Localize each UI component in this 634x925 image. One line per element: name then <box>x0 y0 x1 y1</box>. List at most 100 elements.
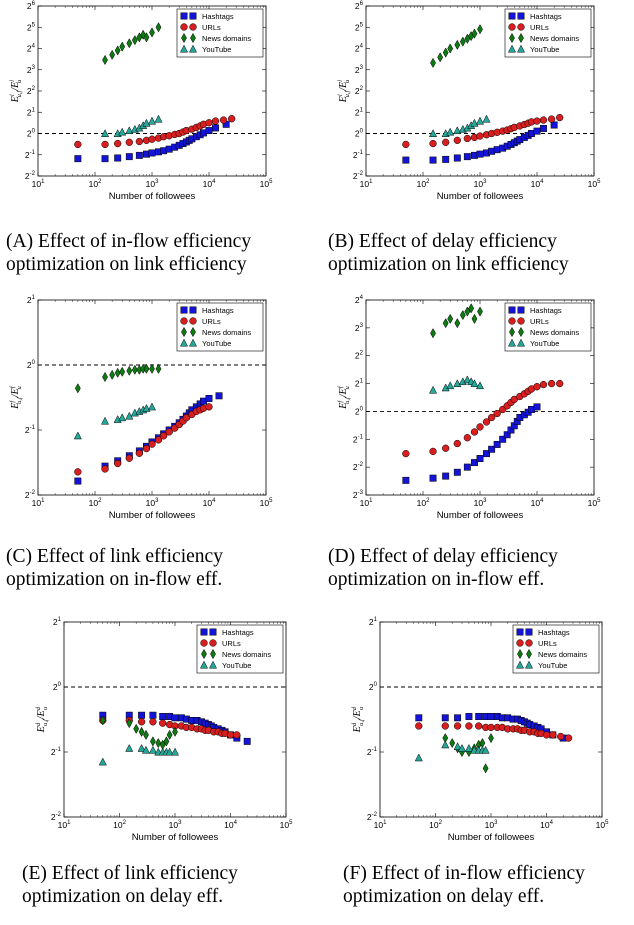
point-youtube-e-0 <box>98 757 107 766</box>
point-news-domains-b-3 <box>447 43 454 54</box>
legend-f: Hashtags URLs News domains YouTube <box>512 624 600 674</box>
point-youtube-e-1 <box>125 743 134 752</box>
point-news-domains-b-9 <box>477 24 483 35</box>
point-news-domains-e-1 <box>126 718 133 729</box>
y-tick-label-d-0: 2-3 <box>353 490 364 500</box>
legend-c: Hashtags URLs News domains YouTube <box>176 302 264 352</box>
point-hashtags-e-3 <box>149 711 157 719</box>
point-hashtags-a-2 <box>114 154 122 162</box>
legend-marker-b-urls-d <box>517 317 525 325</box>
legend-marker-a-hashtags-f <box>516 628 524 636</box>
x-axis-c: 101 102 103 104 105 Number of followees <box>32 300 273 521</box>
x-tick-label-f-0: 101 <box>374 820 387 830</box>
caption-f-line1: (F) Effect of in-flow efficiency <box>343 863 585 884</box>
point-urls-a-0 <box>74 140 82 149</box>
point-news-domains-b-2 <box>442 47 449 58</box>
point-urls-f-19 <box>549 731 557 739</box>
legend-label-youtube-b: YouTube <box>530 45 559 54</box>
data-points-b <box>402 24 564 164</box>
legend-marker-b-youtube-d <box>516 338 526 347</box>
point-news-domains-c-9 <box>143 363 150 374</box>
point-youtube-e-9 <box>170 747 180 756</box>
point-hashtags-a-6 <box>148 149 156 157</box>
y-tick-label-d-6: 23 <box>355 323 364 333</box>
x-tick-label-d-2: 103 <box>474 498 487 508</box>
legend-label-youtube-c: YouTube <box>202 339 231 348</box>
series-news-domains-b <box>430 24 483 69</box>
point-hashtags-a-0 <box>74 155 82 163</box>
point-hashtags-a-20 <box>212 124 219 132</box>
point-urls-e-2 <box>137 718 146 726</box>
legend-label-hashtags-b: Hashtags <box>530 12 562 21</box>
point-youtube-b-2 <box>446 127 455 136</box>
point-hashtags-e-21 <box>243 737 251 745</box>
point-news-domains-a-3 <box>119 41 126 52</box>
point-news-domains-a-0 <box>102 54 108 66</box>
data-points-f <box>414 713 573 774</box>
point-youtube-a-7 <box>142 118 151 127</box>
point-news-domains-b-4 <box>454 39 461 50</box>
legend-label-news-domains-e: News domains <box>222 650 271 659</box>
legend-label-urls-e: URLs <box>222 639 241 648</box>
caption-b: (B) Effect of delay efficiency optimizat… <box>328 230 569 276</box>
y-axis-b: 2-2 2-1 20 21 22 23 24 25 26 Elu,f/Elu <box>337 1 594 181</box>
x-axis-f: 101 102 103 104 105 Number of followees <box>374 622 609 843</box>
legend-marker-b-news-domains-f <box>526 648 532 660</box>
point-youtube-b-3 <box>453 126 462 135</box>
point-youtube-a-3 <box>125 126 134 135</box>
x-tick-label-e-4: 105 <box>280 820 293 830</box>
point-hashtags-b-3 <box>453 154 461 162</box>
point-urls-f-0 <box>415 722 423 730</box>
point-hashtags-b-6 <box>476 150 484 158</box>
x-tick-label-f-3: 104 <box>540 820 553 830</box>
legend-marker-a-youtube-a <box>179 44 189 53</box>
x-tick-label-e-2: 103 <box>169 820 182 830</box>
point-urls-f-1 <box>441 722 449 730</box>
point-urls-a-19 <box>211 117 220 125</box>
y-tick-label-a-5: 23 <box>27 65 36 75</box>
data-points-d <box>402 303 564 484</box>
legend-marker-a-urls-f <box>516 639 524 647</box>
legend-marker-a-youtube-c <box>179 338 189 347</box>
x-tick-label-f-4: 105 <box>596 820 609 830</box>
caption-f: (F) Effect of in-flow efficiency optimiz… <box>343 862 585 908</box>
series-news-domains-d <box>430 303 483 339</box>
data-points-c <box>73 363 223 485</box>
point-urls-a-1 <box>101 140 109 149</box>
point-urls-d-6 <box>476 423 484 431</box>
caption-c: (C) Effect of link efficiency optimizati… <box>6 545 223 591</box>
point-news-domains-d-0 <box>430 328 436 339</box>
point-hashtags-d-8 <box>488 445 496 453</box>
y-tick-label-a-8: 26 <box>27 1 36 11</box>
point-urls-f-6 <box>487 723 495 732</box>
point-news-domains-b-0 <box>430 57 436 69</box>
point-hashtags-b-4 <box>463 153 471 161</box>
point-news-domains-c-0 <box>74 383 81 394</box>
legend-marker-b-youtube-a <box>188 44 198 53</box>
caption-d: (D) Effect of delay efficiency optimizat… <box>328 545 558 591</box>
point-news-domains-c-3 <box>114 367 121 378</box>
y-tick-label-d-4: 21 <box>355 379 364 389</box>
point-hashtags-d-4 <box>463 463 471 471</box>
point-urls-d-2 <box>442 444 450 452</box>
point-urls-f-2 <box>453 722 462 730</box>
point-urls-c-0 <box>74 468 82 476</box>
chart-panel-e: 101 102 103 104 105 Number of followees 2-2 2-1… <box>35 617 293 843</box>
x-axis-label-d: Number of followees <box>437 510 524 521</box>
point-youtube-f-1 <box>441 740 450 749</box>
x-tick-label-d-3: 104 <box>531 498 544 508</box>
point-hashtags-b-20 <box>540 124 547 132</box>
point-urls-d-21 <box>556 379 564 388</box>
point-urls-d-18 <box>533 383 541 391</box>
x-tick-label-b-4: 105 <box>588 179 601 189</box>
caption-e-line2: optimization on delay eff. <box>22 886 224 907</box>
legend-label-youtube-f: YouTube <box>538 661 567 670</box>
point-news-domains-a-2 <box>114 45 121 56</box>
legend-marker-a-hashtags-b <box>508 12 516 20</box>
point-news-domains-a-1 <box>109 49 116 60</box>
y-tick-label-f-0: 2-2 <box>367 812 378 822</box>
legend-label-urls-a: URLs <box>202 23 221 32</box>
x-axis-label-c: Number of followees <box>109 510 196 521</box>
